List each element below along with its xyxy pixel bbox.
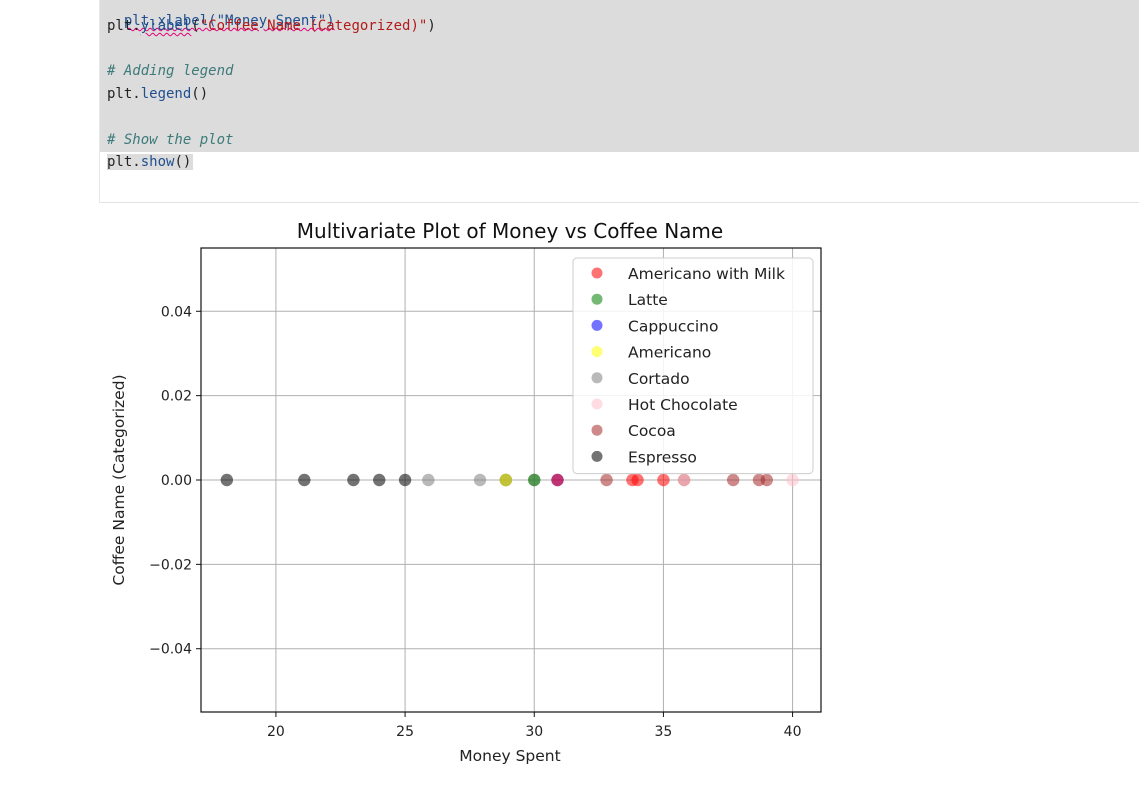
- code-ylabel-string: "Coffee Name (Categorized)": [199, 18, 428, 34]
- legend-marker: [591, 450, 603, 462]
- code-editor[interactable]: [100, 0, 1139, 152]
- axis-ticks: 20 25 30 35 40 −0.04 −0.02 0.00 0.02 0.04: [149, 304, 801, 740]
- point-espresso: [347, 473, 360, 487]
- point-cortado: [422, 473, 435, 487]
- code-comment-legend: # Adding legend: [107, 63, 234, 79]
- legend: Americano with Milk Latte Cappuccino Americ…: [572, 257, 814, 475]
- legend-marker: [591, 319, 603, 331]
- legend-entry: Cortado: [628, 370, 690, 388]
- legend-marker: [591, 346, 603, 358]
- x-tick-label: 40: [784, 724, 802, 740]
- point-americano-with-milk: [657, 473, 670, 487]
- code-line-show: plt.show(): [107, 154, 194, 170]
- legend-marker: [591, 372, 603, 384]
- point-americano-with-milk: [551, 473, 564, 487]
- point-latte: [528, 473, 541, 487]
- legend-box: [572, 257, 814, 475]
- y-tick-label: 0.02: [161, 389, 192, 405]
- point-hot-chocolate: [786, 473, 799, 487]
- legend-entry: Espresso: [628, 448, 697, 466]
- legend-entry: Latte: [628, 291, 668, 309]
- legend-marker: [591, 293, 603, 305]
- legend-entry: Hot Chocolate: [628, 396, 738, 414]
- legend-entry: Americano: [628, 344, 711, 362]
- legend-marker: [591, 267, 603, 279]
- x-tick-label: 30: [525, 724, 543, 740]
- x-tick-label: 20: [267, 724, 285, 740]
- point-cocoa: [760, 473, 773, 487]
- code-xlabel: plt.xlabel("Money Spent"): [123, 13, 335, 29]
- y-tick-label: 0.04: [161, 304, 192, 320]
- code-comment-show: # Show the plot: [107, 132, 234, 148]
- point-americano: [499, 473, 513, 487]
- code-show-fn: show: [140, 154, 175, 170]
- code-line-legend: plt.legend(): [107, 86, 209, 102]
- y-tick-label: −0.04: [149, 642, 192, 658]
- point-hot-chocolate: [677, 473, 691, 487]
- legend-marker: [591, 398, 603, 410]
- point-espresso: [398, 473, 412, 487]
- point-cocoa: [726, 473, 740, 487]
- data-points: [220, 473, 799, 487]
- x-axis-label: Money Spent: [459, 747, 560, 765]
- code-line-ylabel: plt.ylabel("Coffee Name (Categorized)"): [107, 18, 436, 34]
- x-tick-label: 25: [396, 724, 414, 740]
- point-americano-with-milk: [631, 473, 644, 487]
- point-espresso: [373, 473, 386, 487]
- code-legend-fn: legend: [140, 86, 192, 102]
- y-tick-label: 0.00: [161, 473, 192, 489]
- legend-marker: [591, 424, 603, 436]
- legend-entry: Cocoa: [628, 422, 676, 440]
- legend-entry: Cappuccino: [628, 317, 718, 335]
- code-line-xlabel: plt.xlabel("Money Spent"): [107, 0, 335, 30]
- y-axis-label: Coffee Name (Categorized): [110, 374, 128, 585]
- point-espresso: [220, 473, 234, 487]
- legend-entry: Americano with Milk: [628, 265, 785, 283]
- chart-title: Multivariate Plot of Money vs Coffee Nam…: [297, 219, 723, 243]
- point-cortado: [473, 473, 487, 487]
- point-espresso: [298, 473, 311, 487]
- x-tick-label: 35: [655, 724, 673, 740]
- code-ylabel-fn: ylabel: [140, 18, 192, 34]
- y-tick-label: −0.02: [149, 557, 192, 573]
- point-cocoa: [600, 473, 613, 487]
